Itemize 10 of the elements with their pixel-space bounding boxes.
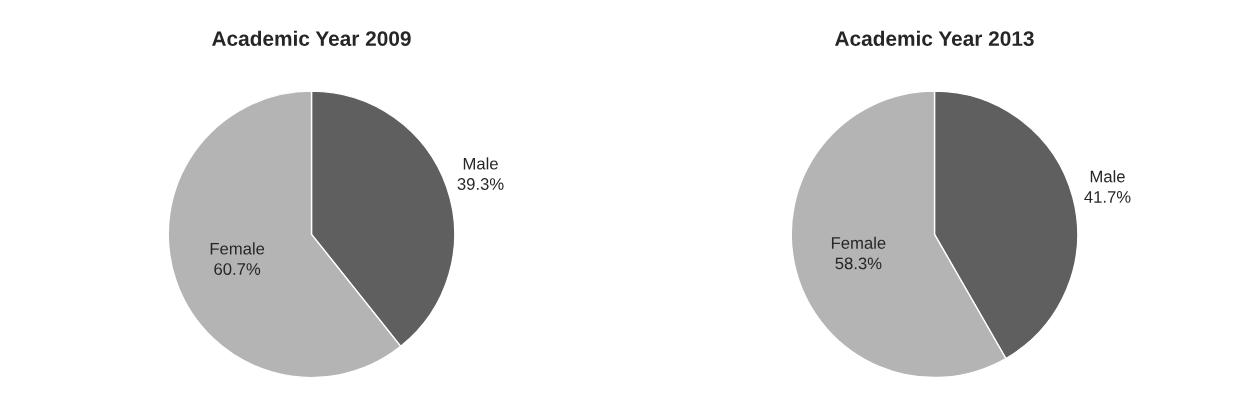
chart-title: Academic Year 2009 <box>212 30 411 46</box>
data-label: 39.3% <box>457 178 504 190</box>
slice-label: Female <box>831 236 886 249</box>
chart-title: Academic Year 2013 <box>835 30 1034 47</box>
data-label: 58.3% <box>835 257 882 270</box>
slice-label: Male <box>1090 170 1125 183</box>
slice-label: Male <box>463 157 498 170</box>
slice-label: Female <box>210 242 265 255</box>
data-label: 41.7% <box>1084 191 1131 203</box>
data-label: 60.7% <box>214 263 261 275</box>
